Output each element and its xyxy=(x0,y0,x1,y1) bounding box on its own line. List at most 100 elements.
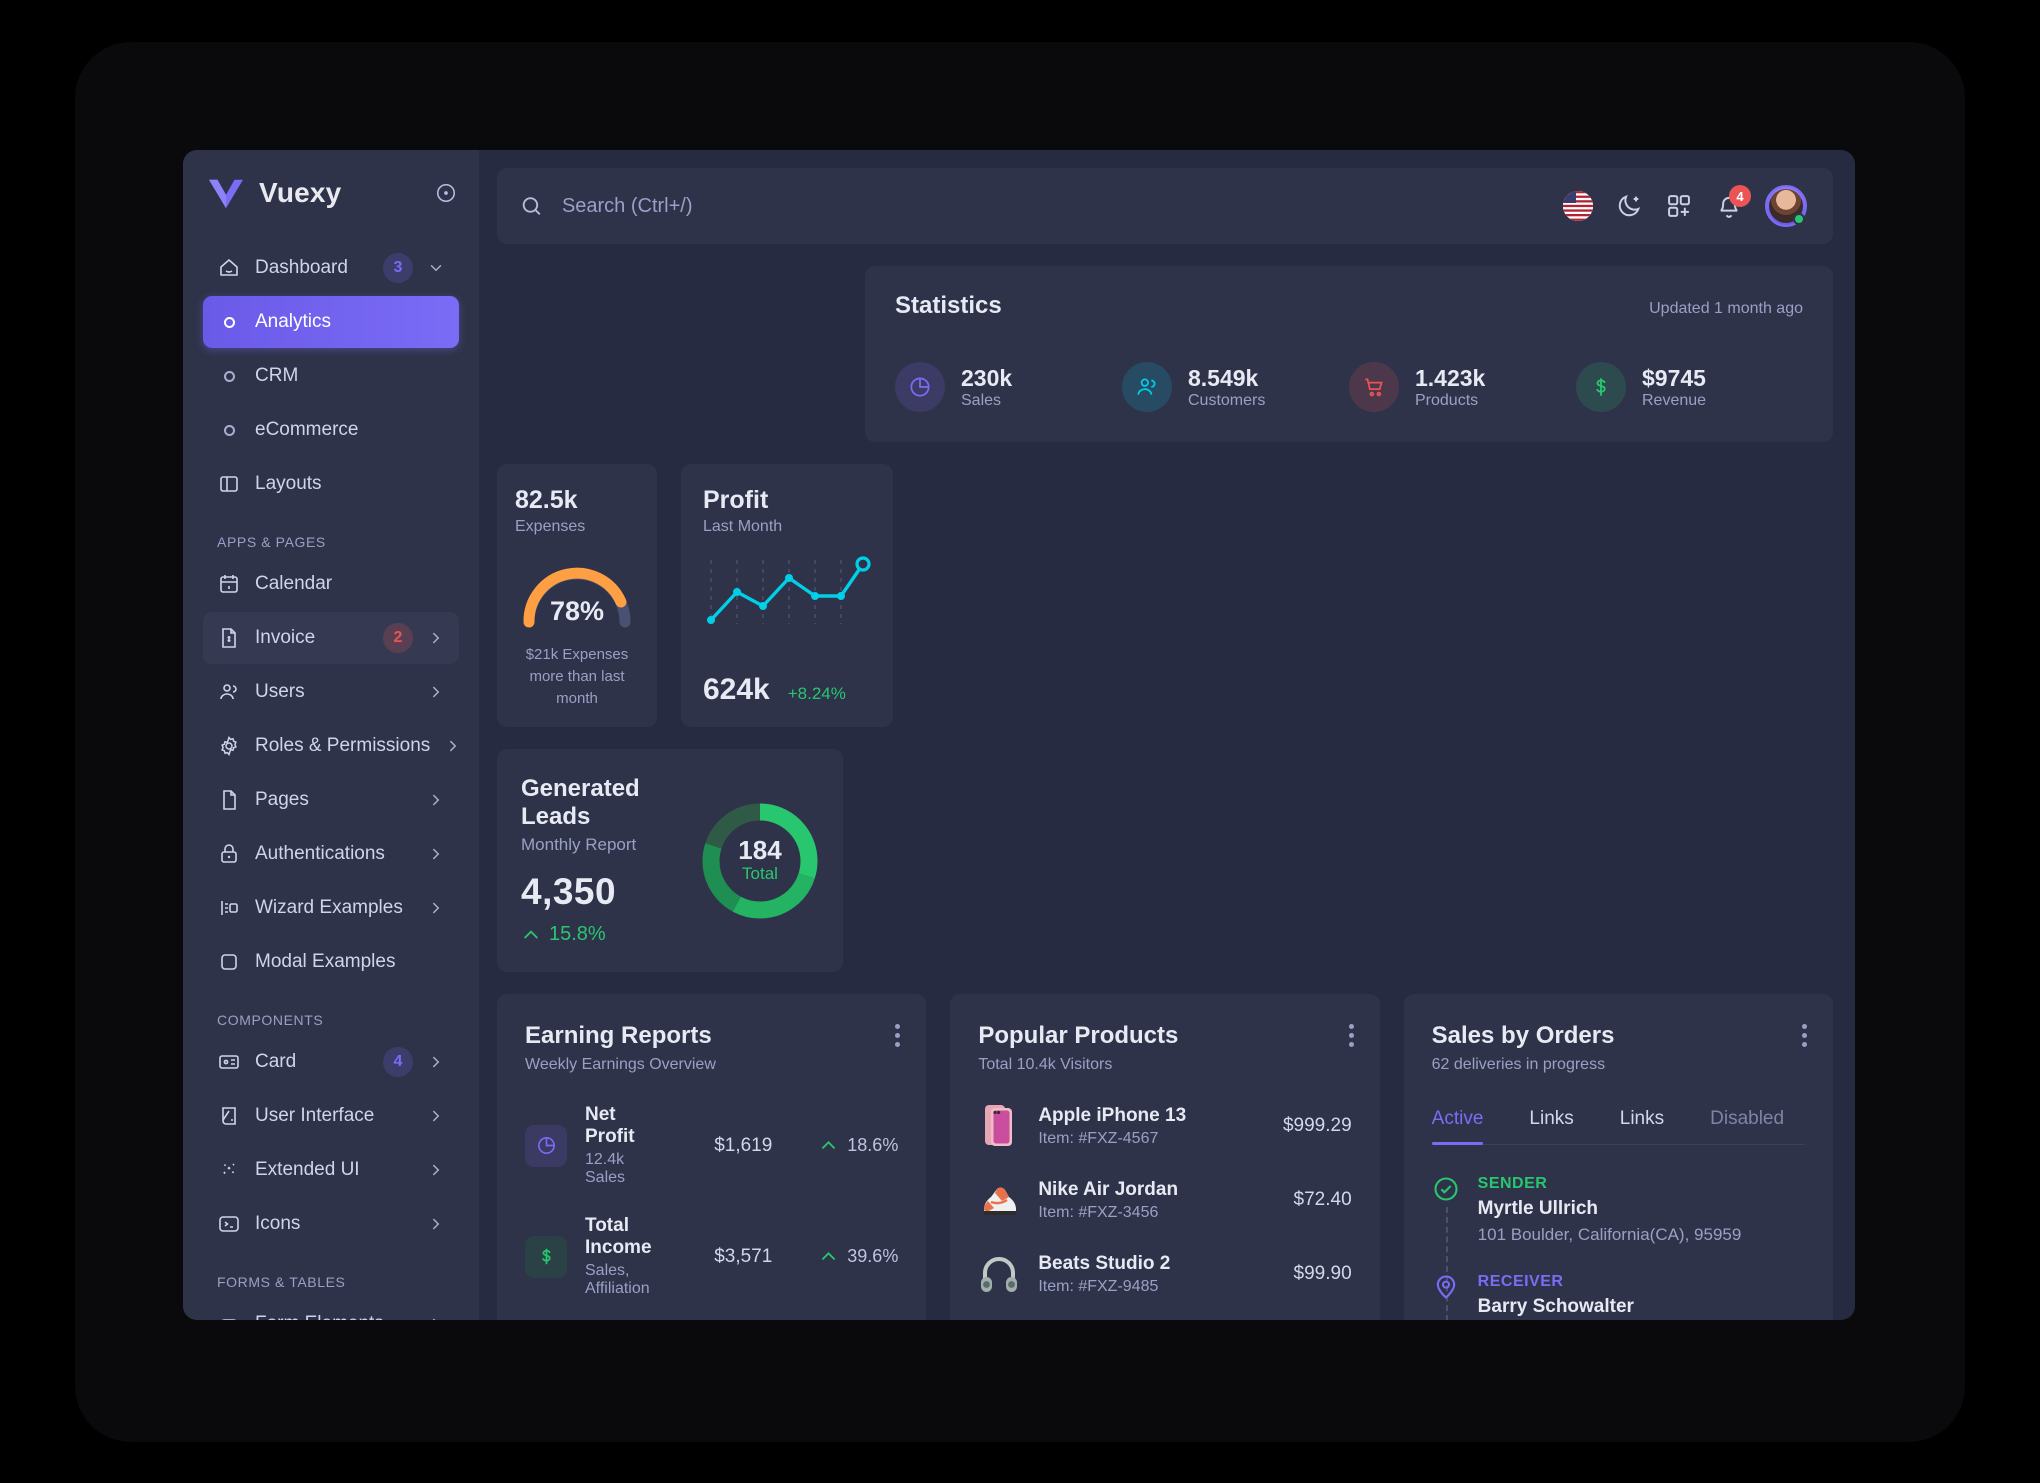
generated-leads-title: Generated Leads xyxy=(521,775,640,831)
sidebar-item-label: Dashboard xyxy=(255,257,348,278)
sidebar-item-label: User Interface xyxy=(255,1105,375,1126)
search-bar[interactable] xyxy=(519,193,1563,219)
chevron-right-icon[interactable] xyxy=(427,791,445,809)
sidebar-item-analytics[interactable]: Analytics xyxy=(203,296,459,348)
earning-row-name: Total Income xyxy=(585,1215,652,1259)
generated-leads-info: Generated Leads Monthly Report 4,350 15.… xyxy=(521,775,691,946)
chevron-right-icon[interactable] xyxy=(444,737,462,755)
chevron-right-icon[interactable] xyxy=(427,845,445,863)
product-item-id: Item: #FXZ-3456 xyxy=(1038,1203,1159,1221)
notification-count-badge: 4 xyxy=(1729,185,1751,207)
earning-row-name: Net Profit xyxy=(585,1104,635,1148)
sales-by-orders-card: Sales by Orders 62 deliveries in progres… xyxy=(1403,994,1833,1320)
file-icon xyxy=(217,788,241,812)
sidebar-item-extended-ui[interactable]: Extended UI xyxy=(203,1144,459,1196)
avatar[interactable] xyxy=(1765,185,1807,227)
popular-products-list: Apple iPhone 13 Item: #FXZ-4567 $999.29 xyxy=(978,1102,1352,1298)
users-icon xyxy=(1122,362,1172,412)
timeline-name: Myrtle Ullrich xyxy=(1477,1198,1599,1220)
statistics-card: Statistics Updated 1 month ago 230k Sale… xyxy=(865,266,1833,442)
sidebar-item-card[interactable]: Card 4 xyxy=(203,1036,459,1088)
chevron-right-icon[interactable] xyxy=(427,899,445,917)
expenses-gauge: 78% xyxy=(515,552,639,628)
expenses-value: 82.5k xyxy=(515,486,578,514)
profit-sparkline-chart xyxy=(703,554,873,635)
stat-label: Products xyxy=(1415,392,1479,410)
sidebar-item-users[interactable]: Users xyxy=(203,666,459,718)
list-item: Apple iPhone 13 Item: #FXZ-4567 $999.29 xyxy=(978,1102,1352,1150)
online-status-dot xyxy=(1793,213,1805,225)
popular-products-title: Popular Products xyxy=(978,1022,1179,1050)
chevron-right-icon[interactable] xyxy=(427,1215,445,1233)
sidebar-item-crm[interactable]: CRM xyxy=(203,350,459,402)
sidebar-item-calendar[interactable]: Calendar xyxy=(203,558,459,610)
chevron-right-icon[interactable] xyxy=(427,1315,445,1320)
sidebar-item-roles-permissions[interactable]: Roles & Permissions xyxy=(203,720,459,772)
stat-sales: 230k Sales xyxy=(895,362,1122,412)
sidebar-item-pages[interactable]: Pages xyxy=(203,774,459,826)
chevron-right-icon[interactable] xyxy=(427,629,445,647)
home-icon xyxy=(217,256,241,280)
gear-icon xyxy=(217,734,241,758)
earning-row-change: 18.6% xyxy=(790,1135,898,1156)
tab-active[interactable]: Active xyxy=(1431,1100,1483,1146)
sidebar-section-forms-tables: FORMS & TABLES xyxy=(217,1274,346,1290)
vuexy-logo-icon xyxy=(209,179,243,209)
map-pin-icon xyxy=(1432,1273,1460,1301)
sidebar-item-modal-examples[interactable]: Modal Examples xyxy=(203,936,459,988)
sidebar-item-label: Extended UI xyxy=(255,1159,360,1180)
bell-icon[interactable]: 4 xyxy=(1715,185,1751,220)
kebab-menu-icon[interactable] xyxy=(1348,1024,1354,1048)
circle-dot-icon[interactable] xyxy=(435,182,457,204)
earning-reports-title: Earning Reports xyxy=(525,1022,712,1050)
search-input[interactable] xyxy=(561,194,1563,218)
sidebar-item-ecommerce[interactable]: eCommerce xyxy=(203,404,459,456)
sales-by-orders-title: Sales by Orders xyxy=(1431,1022,1615,1050)
sidebar-item-icons[interactable]: Icons xyxy=(203,1198,459,1250)
tab-links-1[interactable]: Links xyxy=(1529,1108,1574,1130)
sidebar-item-label: Layouts xyxy=(255,473,322,494)
generated-leads-value: 4,350 xyxy=(521,871,617,913)
timeline-kind: SENDER xyxy=(1477,1175,1548,1193)
expenses-label: Expenses xyxy=(515,518,586,535)
layout-icon xyxy=(217,472,241,496)
profit-summary: 624k +8.24% xyxy=(703,673,873,707)
chevron-right-icon[interactable] xyxy=(427,1053,445,1071)
sidebar-item-wizard-examples[interactable]: Wizard Examples xyxy=(203,882,459,934)
moon-icon[interactable] xyxy=(1615,192,1643,220)
sidebar-item-user-interface[interactable]: User Interface xyxy=(203,1090,459,1142)
us-flag-icon[interactable] xyxy=(1563,191,1593,221)
generated-leads-donut-chart: 184 Total xyxy=(701,802,819,920)
dashboard-content: Statistics Updated 1 month ago 230k Sale… xyxy=(497,266,1833,1320)
sidebar-item-layouts[interactable]: Layouts xyxy=(203,458,459,510)
sidebar-item-label: Pages xyxy=(255,789,309,810)
timeline-address: 101 Boulder, California(CA), 95959 xyxy=(1477,1225,1742,1245)
sidebar-item-invoice[interactable]: Invoice 2 xyxy=(203,612,459,664)
search-icon xyxy=(522,197,541,215)
sidebar-item-form-elements[interactable]: Form Elements xyxy=(203,1298,459,1320)
chevron-right-icon[interactable] xyxy=(427,1161,445,1179)
brand[interactable]: Vuexy xyxy=(183,150,479,236)
chevron-right-icon[interactable] xyxy=(427,1107,445,1125)
sidebar-nav: Dashboard 3 Analytics CRM eCommerce xyxy=(183,236,479,1320)
kebab-menu-icon[interactable] xyxy=(1802,1024,1807,1048)
popular-products-subtitle: Total 10.4k Visitors xyxy=(978,1056,1113,1074)
grid-plus-icon[interactable] xyxy=(1665,192,1693,220)
arrow-up-icon xyxy=(822,1141,836,1150)
users-icon xyxy=(217,680,241,704)
chevron-down-icon[interactable] xyxy=(427,259,445,277)
tab-links-2[interactable]: Links xyxy=(1619,1108,1665,1130)
pie-chart-icon xyxy=(895,362,945,412)
sidebar-item-dashboard[interactable]: Dashboard 3 xyxy=(203,242,459,294)
sidebar-item-label: Wizard Examples xyxy=(255,897,403,918)
earning-row-change: 39.6% xyxy=(790,1246,898,1267)
kebab-menu-icon[interactable] xyxy=(895,1024,901,1048)
sidebar-item-label: Invoice xyxy=(255,627,316,648)
dot-icon xyxy=(217,364,241,388)
main-area: 4 Statistics Updated 1 month ago xyxy=(479,150,1855,1320)
sidebar-section-components: COMPONENTS xyxy=(217,1012,324,1028)
sidebar-item-authentications[interactable]: Authentications xyxy=(203,828,459,880)
arrow-up-icon xyxy=(524,930,538,939)
donut-center-label: Total xyxy=(742,864,778,884)
chevron-right-icon[interactable] xyxy=(427,683,445,701)
